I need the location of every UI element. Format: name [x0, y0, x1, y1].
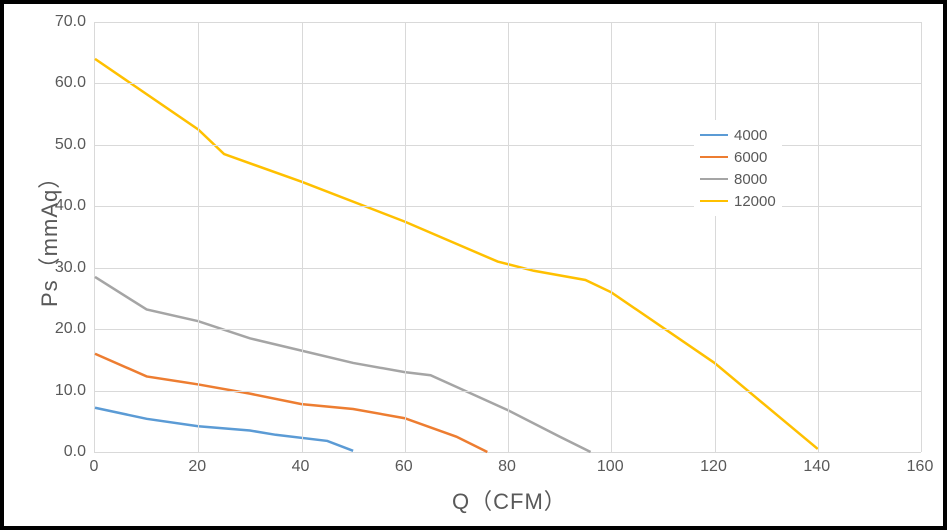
- plot-area: [94, 22, 921, 453]
- y-tick-label: 30.0: [44, 259, 86, 277]
- legend-swatch: [700, 134, 728, 137]
- x-axis-title: Q（CFM）: [452, 484, 567, 516]
- x-tick-label: 60: [395, 458, 413, 476]
- legend-item-8000: 8000: [700, 168, 776, 190]
- x-tick-label: 120: [700, 458, 727, 476]
- x-tick-label: 80: [498, 458, 516, 476]
- y-tick-label: 0.0: [44, 443, 86, 461]
- grid-line-vertical: [715, 22, 716, 452]
- grid-line-vertical: [302, 22, 303, 452]
- legend-label: 6000: [734, 149, 767, 166]
- legend-label: 4000: [734, 127, 767, 144]
- legend-item-4000: 4000: [700, 124, 776, 146]
- grid-line-vertical: [921, 22, 922, 452]
- grid-line-vertical: [818, 22, 819, 452]
- legend-swatch: [700, 156, 728, 159]
- y-tick-label: 70.0: [44, 13, 86, 31]
- x-tick-label: 20: [188, 458, 206, 476]
- legend-label: 8000: [734, 171, 767, 188]
- x-tick-label: 40: [292, 458, 310, 476]
- grid-line-vertical: [508, 22, 509, 452]
- legend: 4000 6000 8000 12000: [694, 120, 782, 216]
- x-tick-label: 160: [907, 458, 934, 476]
- legend-label: 12000: [734, 193, 776, 210]
- y-tick-label: 50.0: [44, 136, 86, 154]
- legend-item-12000: 12000: [700, 190, 776, 212]
- y-tick-label: 60.0: [44, 74, 86, 92]
- grid-line-vertical: [405, 22, 406, 452]
- series-4000: [95, 408, 353, 451]
- x-tick-label: 100: [597, 458, 624, 476]
- y-tick-label: 40.0: [44, 197, 86, 215]
- y-tick-label: 10.0: [44, 382, 86, 400]
- y-tick-label: 20.0: [44, 320, 86, 338]
- legend-swatch: [700, 200, 728, 203]
- legend-swatch: [700, 178, 728, 181]
- series-8000: [95, 277, 591, 452]
- chart-container: 4000 6000 8000 12000 Q（CFM） Ps（mmAq） 0.0 10.…: [0, 0, 947, 530]
- legend-item-6000: 6000: [700, 146, 776, 168]
- grid-line-vertical: [611, 22, 612, 452]
- x-tick-label: 140: [803, 458, 830, 476]
- grid-line-vertical: [198, 22, 199, 452]
- x-tick-label: 0: [90, 458, 99, 476]
- y-axis-title: Ps（mmAq）: [32, 166, 64, 307]
